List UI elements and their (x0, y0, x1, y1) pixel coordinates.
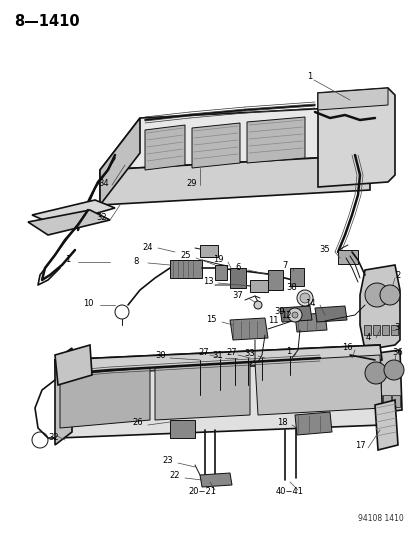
Text: 16: 16 (341, 343, 351, 352)
Polygon shape (279, 306, 311, 322)
Circle shape (299, 293, 309, 303)
Polygon shape (199, 473, 231, 487)
Bar (214, 265, 226, 280)
Bar (170, 260, 202, 278)
Bar (337, 250, 357, 264)
Bar (199, 245, 218, 257)
Text: 23: 23 (162, 456, 173, 465)
Bar (391, 395, 399, 407)
Polygon shape (28, 210, 110, 235)
Text: 36: 36 (392, 349, 402, 358)
Polygon shape (55, 345, 381, 375)
Text: 13: 13 (202, 277, 213, 286)
Text: 26: 26 (133, 418, 143, 427)
Text: 19: 19 (212, 255, 223, 264)
Circle shape (364, 283, 388, 307)
Text: 27: 27 (198, 349, 209, 358)
Text: 24: 24 (142, 243, 153, 252)
Text: 1: 1 (306, 71, 312, 80)
Text: 8—1410: 8—1410 (14, 14, 79, 29)
Text: 29: 29 (186, 179, 197, 188)
Text: 94108 1410: 94108 1410 (357, 514, 403, 523)
Text: 22: 22 (169, 472, 180, 481)
Polygon shape (55, 345, 381, 438)
Text: 31: 31 (212, 351, 223, 360)
Circle shape (254, 301, 261, 309)
Circle shape (291, 312, 297, 318)
Bar (364, 395, 372, 407)
Circle shape (379, 285, 399, 305)
Bar (382, 395, 390, 407)
Bar (289, 268, 303, 286)
Text: 32: 32 (97, 214, 107, 222)
Polygon shape (100, 105, 389, 170)
Bar (170, 420, 195, 438)
Polygon shape (359, 265, 399, 350)
Polygon shape (317, 88, 387, 110)
Polygon shape (374, 400, 397, 450)
Text: 17: 17 (354, 441, 364, 450)
Bar (249, 280, 267, 292)
Bar (372, 325, 379, 335)
Polygon shape (230, 318, 267, 340)
Polygon shape (55, 345, 92, 385)
Polygon shape (145, 125, 185, 170)
Text: 33: 33 (244, 350, 255, 359)
Polygon shape (247, 117, 304, 163)
Text: 18: 18 (276, 418, 287, 427)
Bar (381, 325, 388, 335)
Text: 39: 39 (274, 306, 285, 316)
Text: 30: 30 (155, 351, 166, 360)
Polygon shape (294, 412, 331, 435)
Text: 3: 3 (393, 324, 399, 333)
Text: 4: 4 (365, 334, 370, 343)
Text: 35: 35 (319, 246, 330, 254)
Text: 25: 25 (180, 252, 191, 261)
Polygon shape (32, 200, 115, 225)
Text: 14: 14 (304, 298, 314, 308)
Text: 12: 12 (280, 311, 291, 320)
Polygon shape (254, 355, 381, 415)
Bar (363, 325, 370, 335)
Text: 27: 27 (226, 349, 237, 358)
Polygon shape (317, 88, 394, 187)
Circle shape (287, 308, 301, 322)
Text: 1: 1 (286, 348, 291, 357)
Polygon shape (314, 306, 346, 322)
Text: 32: 32 (49, 433, 59, 442)
Polygon shape (154, 362, 249, 420)
Polygon shape (55, 348, 72, 445)
Circle shape (364, 362, 386, 384)
Text: 8: 8 (133, 256, 138, 265)
Text: 10: 10 (83, 298, 93, 308)
Bar (230, 268, 245, 288)
Polygon shape (294, 313, 326, 332)
Polygon shape (100, 155, 369, 205)
Text: 6: 6 (235, 263, 240, 272)
Polygon shape (362, 350, 401, 415)
Text: 11: 11 (267, 317, 278, 326)
Bar (373, 395, 381, 407)
Text: 7: 7 (282, 262, 287, 271)
Polygon shape (100, 118, 140, 205)
Text: 20−21: 20−21 (188, 488, 216, 497)
Polygon shape (60, 368, 150, 428)
Circle shape (296, 290, 312, 306)
Bar (390, 325, 397, 335)
Text: 38: 38 (286, 284, 297, 293)
Text: 15: 15 (205, 316, 216, 325)
Text: 34: 34 (98, 180, 109, 189)
Polygon shape (192, 123, 240, 168)
Text: 40−41: 40−41 (275, 488, 303, 497)
Bar (267, 270, 282, 290)
Text: 2: 2 (394, 271, 400, 279)
Text: 1: 1 (65, 255, 71, 264)
Circle shape (383, 360, 403, 380)
Text: 37: 37 (232, 292, 243, 301)
